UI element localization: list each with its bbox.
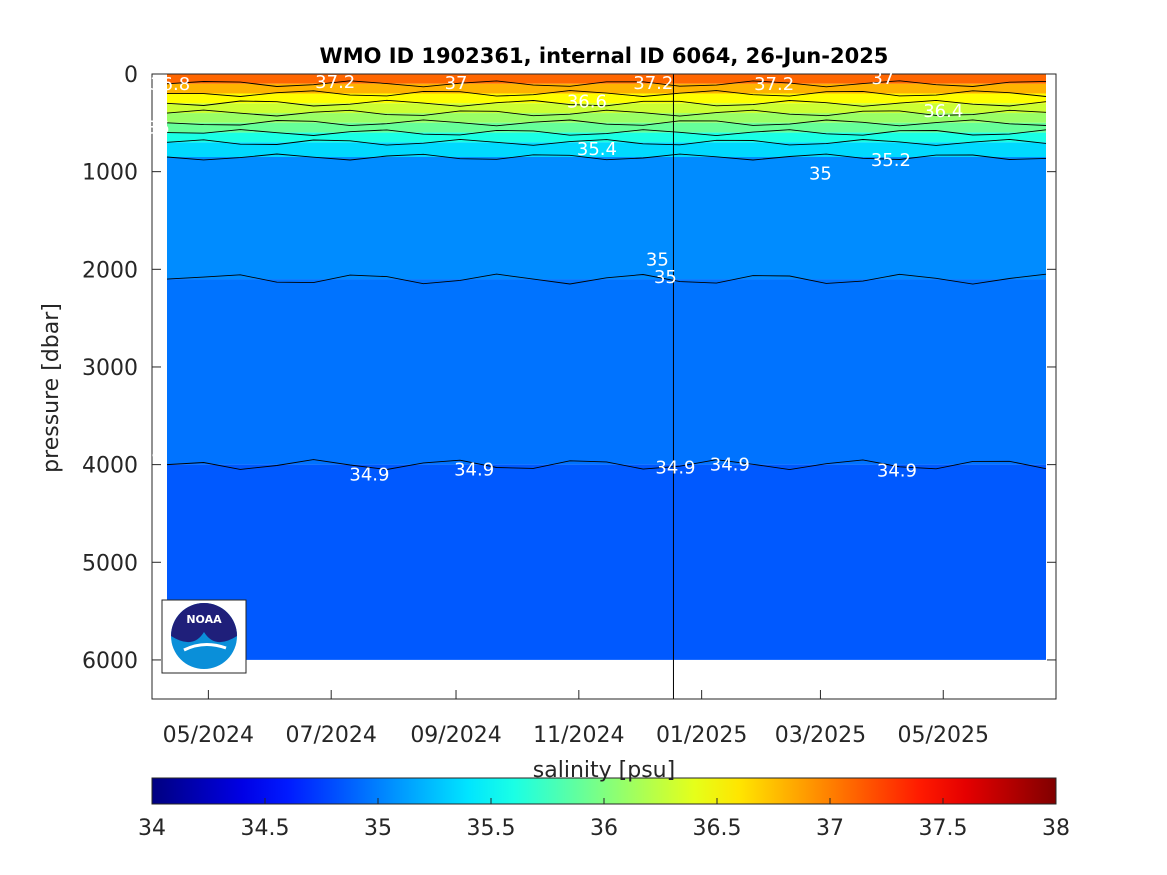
contour-line-6	[166, 129, 1047, 137]
contour-label-3: 36.6	[567, 91, 607, 112]
contour-labels: 36.8 37.2 37 36.6 37.2 37.2 37 36.4 36 35.4 35.2 35…	[145, 68, 963, 485]
salinity-layer-3	[167, 103, 1046, 114]
colorbar-tick-label-5: 36.5	[693, 816, 742, 841]
contour-line-8	[166, 153, 1047, 161]
contour-label-7: 36.4	[923, 101, 963, 122]
contour-label-10: 35.2	[871, 150, 911, 171]
contour-line-10	[166, 459, 1047, 471]
x-tick-label-6: 05/2025	[898, 723, 989, 748]
colorbar: 34 34.5 35 35.5 36 36.5 37 37.5 38	[138, 777, 1070, 841]
colorbar-tick-label-0: 34	[138, 816, 166, 841]
chart-title: WMO ID 1902361, internal ID 6064, 26-Jun…	[320, 44, 889, 68]
contour-label-11: 35	[809, 164, 832, 185]
contour-label-15: 34.9	[454, 460, 494, 481]
y-tick-label-4: 4000	[82, 454, 138, 479]
x-tick-label-4: 01/2025	[656, 723, 747, 748]
x-tick-label-1: 07/2024	[285, 723, 376, 748]
noaa-logo: NOAA	[161, 599, 247, 674]
contour-label-17: 34.9	[710, 455, 750, 476]
contour-label-0: 36.8	[150, 74, 190, 95]
contour-label-12: 35	[646, 250, 669, 271]
contour-line-7	[166, 138, 1047, 146]
contour-label-19: .9	[145, 448, 162, 469]
x-tick-label-5: 03/2025	[775, 723, 866, 748]
contour-line-2	[166, 90, 1047, 97]
contour-label-1: 37.2	[315, 72, 355, 93]
contour-label-4: 37.2	[633, 73, 673, 94]
salinity-layer-6	[167, 132, 1046, 143]
colorbar-tick-label-2: 35	[364, 816, 392, 841]
colorbar-tick-label-7: 37.5	[919, 816, 968, 841]
y-axis-title: pressure [dbar]	[39, 303, 64, 473]
salinity-layer-4	[167, 113, 1046, 123]
colorbar-tick-label-6: 37	[816, 816, 844, 841]
contour-label-8: 36	[147, 118, 170, 139]
contour-label-13: 35	[654, 267, 677, 288]
x-axis: 05/2024 07/2024 09/2024 11/2024 01/2025 03/20…	[163, 690, 989, 748]
colorbar-tick-label-8: 38	[1042, 816, 1070, 841]
contour-line-3	[166, 99, 1047, 107]
salinity-layer-8	[167, 157, 1046, 280]
y-tick-label-2: 2000	[82, 258, 138, 283]
y-tick-label-6: 6000	[82, 649, 138, 674]
salinity-layer-0	[167, 74, 1046, 84]
plot-frame	[151, 73, 1057, 700]
colorbar-tick-label-3: 35.5	[467, 816, 516, 841]
salinity-layer-5	[167, 122, 1046, 133]
colorbar-tick-label-4: 36	[590, 816, 618, 841]
contour-label-2: 37	[445, 73, 468, 94]
salinity-layer-7	[167, 142, 1046, 158]
salinity-layer-10	[167, 464, 1046, 660]
contour-label-16: 34.9	[655, 458, 695, 479]
salinity-layer-1	[167, 83, 1046, 94]
contour-label-9: 35.4	[577, 139, 617, 160]
contour-line-9	[166, 273, 1047, 285]
colorbar-tick-label-1: 34.5	[241, 816, 290, 841]
contour-label-14: 34.9	[349, 464, 389, 485]
y-tick-label-1: 1000	[82, 161, 138, 186]
colorbar-label: salinity [psu]	[533, 758, 675, 783]
no-data-left	[152, 171, 167, 660]
contour-label-6: 37	[871, 68, 894, 89]
contour-line-1	[166, 80, 1047, 88]
salinity-layer-2	[167, 93, 1046, 104]
contour-line-4	[166, 109, 1047, 117]
contour-label-5: 37.2	[754, 74, 794, 95]
no-data-bottom	[152, 659, 1056, 699]
x-tick-label-2: 09/2024	[410, 723, 501, 748]
y-axis: 0 1000 2000 3000 4000 5000 6000	[82, 63, 1056, 674]
x-tick-label-0: 05/2024	[163, 723, 254, 748]
x-tick-label-3: 11/2024	[533, 723, 624, 748]
y-tick-label-0: 0	[124, 63, 138, 88]
noaa-logo-text: NOAA	[186, 613, 222, 626]
plot-area	[151, 73, 1057, 700]
y-tick-label-5: 5000	[82, 551, 138, 576]
contour-label-18: 34.9	[877, 460, 917, 481]
salinity-layer-9	[167, 279, 1046, 465]
y-tick-label-3: 3000	[82, 356, 138, 381]
contour-line-5	[166, 119, 1047, 127]
